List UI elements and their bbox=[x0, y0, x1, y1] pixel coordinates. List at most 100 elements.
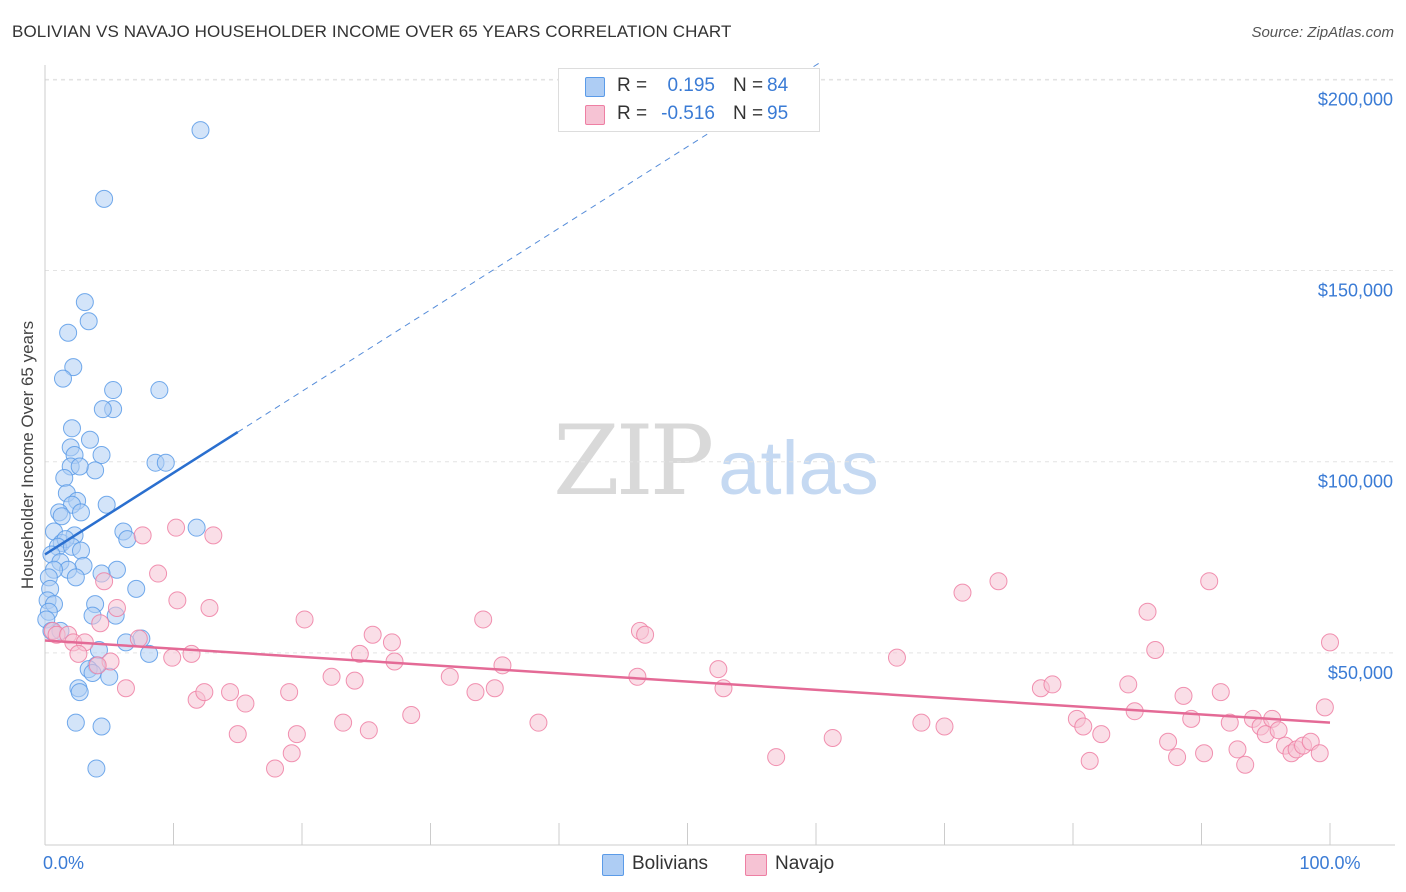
bolivians-point bbox=[86, 461, 105, 480]
navajo-point bbox=[1195, 744, 1214, 763]
bolivians-point bbox=[70, 457, 89, 476]
legend-n-value: 84 bbox=[767, 75, 789, 96]
watermark: ZIP atlas bbox=[553, 405, 879, 517]
navajo-point bbox=[1074, 717, 1093, 736]
navajo-point bbox=[287, 725, 306, 744]
watermark-zip: ZIP bbox=[553, 405, 714, 517]
navajo-point bbox=[1174, 686, 1193, 705]
navajo-point bbox=[236, 694, 255, 713]
navajo-point bbox=[1200, 572, 1219, 591]
bolivians-point bbox=[66, 568, 85, 587]
bolivians-point bbox=[80, 430, 99, 449]
navajo-point bbox=[221, 683, 240, 702]
bolivians-point bbox=[104, 381, 123, 400]
navajo-point bbox=[1119, 675, 1138, 694]
legend-r-value: 0.195 bbox=[667, 75, 715, 96]
navajo-point bbox=[1228, 740, 1247, 759]
bolivians-point bbox=[59, 323, 78, 342]
chart-title: BOLIVIAN VS NAVAJO HOUSEHOLDER INCOME OV… bbox=[12, 22, 732, 41]
legend-n-value: 95 bbox=[767, 103, 789, 124]
correlation-legend: R = 0.195 N = 84 R = -0.516 N = 95 bbox=[558, 68, 820, 132]
y-tick-label: $100,000 bbox=[1318, 472, 1393, 492]
navajo-point bbox=[953, 583, 972, 602]
bolivians-point bbox=[140, 644, 159, 663]
bolivians-point bbox=[156, 453, 175, 472]
series-legend: Bolivians Navajo bbox=[0, 852, 1406, 878]
bolivians-point bbox=[127, 579, 146, 598]
navajo-point bbox=[182, 644, 201, 663]
y-tick-label: $50,000 bbox=[1328, 663, 1393, 683]
bolivians-point bbox=[118, 530, 137, 549]
navajo-point bbox=[912, 713, 931, 732]
navajo-point bbox=[334, 713, 353, 732]
legend-label-bolivians: Bolivians bbox=[632, 853, 709, 874]
navajo-point bbox=[1220, 713, 1239, 732]
legend-n-label: N = bbox=[733, 75, 764, 96]
navajo-point bbox=[1092, 725, 1111, 744]
watermark-atlas: atlas bbox=[718, 426, 879, 511]
navajo-point bbox=[88, 656, 107, 675]
bolivians-point bbox=[75, 293, 94, 312]
bolivians-point bbox=[66, 713, 85, 732]
navajo-point bbox=[1043, 675, 1062, 694]
navajo-point bbox=[204, 526, 223, 545]
legend-swatch-navajo bbox=[585, 105, 605, 125]
navajo-point bbox=[440, 667, 459, 686]
navajo-point bbox=[402, 706, 421, 725]
bolivians-point bbox=[97, 495, 116, 514]
bolivians-point bbox=[95, 189, 114, 208]
y-tick-label: $150,000 bbox=[1318, 281, 1393, 301]
navajo-point bbox=[322, 667, 341, 686]
navajo-point bbox=[474, 610, 493, 629]
navajo-point bbox=[133, 526, 152, 545]
navajo-point bbox=[69, 644, 88, 663]
bolivians-trendline bbox=[44, 431, 239, 556]
legend-swatch-bolivians bbox=[602, 854, 624, 876]
legend-label-navajo: Navajo bbox=[775, 853, 835, 874]
y-tick-label: $200,000 bbox=[1318, 89, 1393, 109]
bolivians-point bbox=[92, 446, 111, 465]
navajo-point bbox=[1236, 755, 1255, 774]
navajo-point bbox=[466, 683, 485, 702]
navajo-point bbox=[295, 610, 314, 629]
bolivians-point bbox=[71, 541, 90, 560]
bolivians-point bbox=[187, 518, 206, 537]
navajo-point bbox=[1321, 633, 1339, 652]
navajo-point bbox=[107, 598, 126, 617]
navajo-point bbox=[280, 683, 299, 702]
legend-r-label: R = bbox=[617, 103, 648, 124]
navajo-point bbox=[1168, 748, 1187, 767]
navajo-point bbox=[709, 660, 728, 679]
navajo-point bbox=[823, 728, 842, 747]
navajo-point bbox=[149, 564, 168, 583]
navajo-point bbox=[1315, 698, 1334, 717]
navajo-point bbox=[350, 644, 369, 663]
navajo-point bbox=[163, 648, 182, 667]
navajo-point bbox=[767, 748, 786, 767]
bolivians-point bbox=[87, 759, 106, 778]
bolivians-point bbox=[55, 468, 74, 487]
navajo-point bbox=[1080, 751, 1099, 770]
navajo-point bbox=[1159, 732, 1178, 751]
navajo-point bbox=[116, 679, 135, 698]
bolivians-point bbox=[62, 419, 81, 438]
navajo-point bbox=[935, 717, 954, 736]
navajo-point bbox=[359, 721, 378, 740]
navajo-point bbox=[382, 633, 401, 652]
navajo-point bbox=[363, 625, 382, 644]
bolivians-point bbox=[191, 121, 210, 140]
legend-row-navajo: R = -0.516 N = 95 bbox=[559, 100, 819, 128]
bolivians-point bbox=[150, 381, 169, 400]
navajo-point bbox=[129, 629, 148, 648]
legend-swatch-navajo bbox=[745, 854, 767, 876]
navajo-point bbox=[195, 683, 214, 702]
legend-n-label: N = bbox=[733, 103, 764, 124]
navajo-point bbox=[1269, 721, 1288, 740]
navajo-point bbox=[1211, 683, 1230, 702]
navajo-point bbox=[95, 572, 114, 591]
bolivians-point bbox=[70, 683, 89, 702]
legend-row-bolivians: R = 0.195 N = 84 bbox=[559, 72, 819, 100]
navajo-point bbox=[636, 625, 655, 644]
bolivians-point bbox=[92, 717, 111, 736]
